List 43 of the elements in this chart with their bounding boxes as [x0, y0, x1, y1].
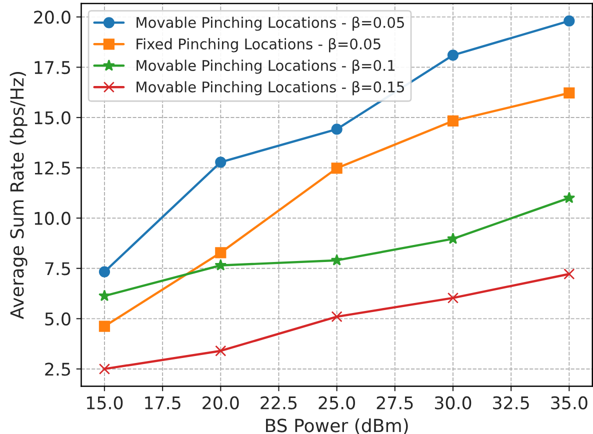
y-tick-label: 17.5 [34, 61, 70, 74]
y-tick-label: 10.0 [34, 212, 70, 225]
x-tick-label: 30.0 [434, 396, 472, 410]
y-tick-label: 12.5 [34, 162, 70, 175]
point [563, 192, 576, 204]
point [331, 162, 342, 174]
x-tick-label: 20.0 [202, 396, 239, 410]
x-axis-title: BS Power (dBm) [266, 418, 408, 434]
x-tick-label: 17.5 [145, 396, 180, 410]
point [331, 124, 342, 135]
x-tick-label: 27.5 [376, 396, 413, 410]
legend-label: Movable Pinching Locations - β=0.05 [136, 16, 404, 31]
point [564, 15, 575, 27]
point [215, 345, 226, 356]
point [215, 156, 226, 168]
x-tick-label: 25.0 [318, 396, 355, 410]
y-tick-label: 15.0 [34, 111, 70, 124]
point [447, 115, 459, 126]
point [447, 50, 459, 61]
point [564, 268, 575, 280]
x-tick-label: 22.5 [260, 396, 297, 410]
point [98, 320, 110, 332]
point [331, 311, 342, 322]
x-tick-label: 35.0 [551, 396, 588, 410]
x-tick-label: 32.5 [493, 396, 529, 410]
legend-label: Fixed Pinching Locations - β=0.05 [136, 38, 380, 52]
point [98, 290, 110, 302]
point [447, 232, 459, 244]
x-tick-label: 15.0 [87, 396, 123, 410]
point [330, 254, 343, 266]
point [564, 87, 575, 99]
y-tick-label: 20.0 [34, 10, 70, 24]
point [98, 266, 110, 278]
point [447, 292, 459, 304]
y-axis-title: Average Sum Rate (bps/Hz) [10, 72, 28, 320]
y-tick-label: 5.0 [45, 312, 70, 326]
point [214, 259, 227, 271]
point [215, 247, 226, 258]
legend-label: Movable Pinching Locations - β=0.15 [136, 81, 404, 96]
y-tick-label: 7.5 [45, 262, 70, 276]
legend-label: Movable Pinching Locations - β=0.1 [136, 60, 395, 74]
point [98, 363, 110, 375]
y-tick-label: 2.5 [45, 362, 70, 376]
